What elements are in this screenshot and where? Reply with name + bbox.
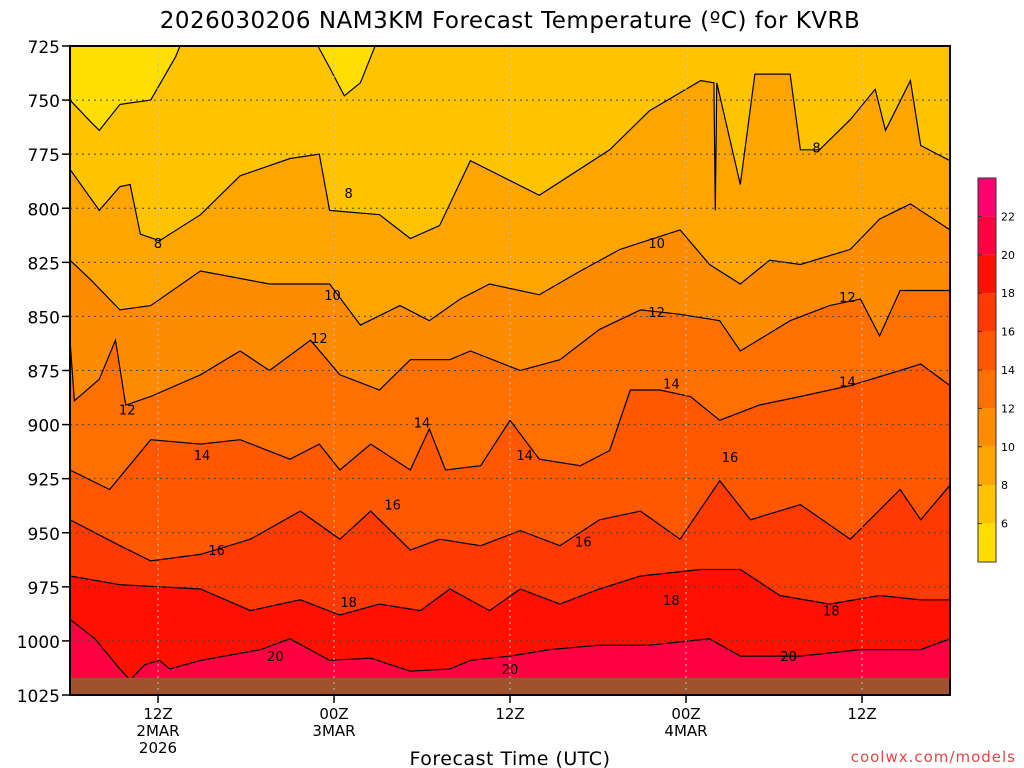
colorbar-swatch xyxy=(978,293,996,332)
isotherm-8-line xyxy=(70,73,950,242)
colorbar-swatch xyxy=(978,331,996,370)
contour-label: 20 xyxy=(780,650,797,665)
y-tick-label: 725 xyxy=(28,38,60,58)
axes: 7257507758008258508759009259509751000102… xyxy=(17,38,951,757)
colorbar-swatch xyxy=(978,523,996,562)
contour-label: 12 xyxy=(648,306,665,321)
contour-label: 10 xyxy=(324,289,341,304)
y-tick-label: 925 xyxy=(28,471,60,491)
y-tick-label: 800 xyxy=(28,200,60,220)
y-tick-label: 850 xyxy=(28,308,60,328)
contour-label: 14 xyxy=(663,377,680,392)
colorbar-label: 8 xyxy=(1001,479,1008,492)
isotherm-12-line xyxy=(70,289,950,406)
contour-label: 14 xyxy=(194,449,211,464)
y-tick-label: 1000 xyxy=(17,633,60,653)
x-axis-label: Forecast Time (UTC) xyxy=(410,748,611,768)
x-tick-label: 3MAR xyxy=(312,722,355,740)
colorbar-label: 22 xyxy=(1001,210,1015,223)
colorbar-swatch xyxy=(978,370,996,409)
contour-label: 12 xyxy=(119,403,136,418)
colorbar-label: 6 xyxy=(1001,518,1008,531)
colorbar-label: 18 xyxy=(1001,287,1015,300)
isotherm-16-line xyxy=(70,479,950,562)
x-tick-label: 12Z xyxy=(847,705,876,723)
colorbar-label: 20 xyxy=(1001,249,1015,262)
colorbar-swatch xyxy=(978,485,996,524)
contour-label: 14 xyxy=(516,449,533,464)
contour-label: 18 xyxy=(823,605,840,620)
isotherm-6-line xyxy=(70,46,950,132)
y-tick-label: 875 xyxy=(28,363,60,383)
y-tick-label: 1025 xyxy=(17,687,60,707)
contour-label: 16 xyxy=(575,535,592,550)
contour-label: 14 xyxy=(414,416,431,431)
y-tick-label: 975 xyxy=(28,579,60,599)
colorbar-label: 14 xyxy=(1001,364,1015,377)
plot-area: 8 8 8 10 10 12 12 12 12 14 14 14 14 14 16 16 16 16 18 18 18 2… xyxy=(70,45,950,696)
contour-label: 8 xyxy=(154,237,162,252)
isotherm-14-line xyxy=(70,363,950,491)
colorbar: 6 8 10 12 14 16 18 20 22 xyxy=(977,177,1015,563)
contour-label: 12 xyxy=(311,332,328,347)
y-tick-label: 950 xyxy=(28,525,60,545)
contour-label: 16 xyxy=(208,544,225,559)
colorbar-label: 16 xyxy=(1001,326,1015,339)
y-tick-label: 775 xyxy=(28,146,60,166)
x-tick-label: 12Z xyxy=(495,705,524,723)
contour-label: 18 xyxy=(340,596,357,611)
x-tick-label: 2026 xyxy=(139,739,177,757)
chart-title: 2026030206 NAM3KM Forecast Temperature (… xyxy=(160,8,861,34)
x-tick-label: 2MAR xyxy=(136,722,179,740)
contour-label: 16 xyxy=(384,499,401,514)
y-tick-label: 900 xyxy=(28,417,60,437)
credit-text: coolwx.com/models xyxy=(851,748,1016,766)
contour-label: 8 xyxy=(345,187,353,202)
colorbar-swatch xyxy=(978,408,996,447)
colorbar-swatch xyxy=(978,178,996,217)
x-tick-label: 00Z xyxy=(671,705,700,723)
y-tick-label: 825 xyxy=(28,254,60,274)
colorbar-swatch xyxy=(978,254,996,294)
colorbar-swatch xyxy=(978,216,996,255)
contour-label: 10 xyxy=(648,237,665,252)
x-tick-label: 4MAR xyxy=(664,722,707,740)
x-tick-label: 12Z xyxy=(143,705,172,723)
colorbar-label: 10 xyxy=(1001,441,1015,454)
contour-label: 12 xyxy=(839,291,856,306)
isotherm-20-line xyxy=(70,618,950,681)
x-tick-label: 00Z xyxy=(319,705,348,723)
temperature-band-20 xyxy=(70,619,950,695)
isotherm-18-line xyxy=(70,568,950,616)
contour-label: 18 xyxy=(663,594,680,609)
contour-label: 16 xyxy=(722,451,739,466)
ground-surface xyxy=(70,677,950,695)
colorbar-label: 12 xyxy=(1001,402,1015,415)
y-tick-label: 750 xyxy=(28,92,60,112)
colorbar-swatch xyxy=(978,446,996,486)
contour-label: 20 xyxy=(267,650,284,665)
contour-label: 8 xyxy=(812,142,820,157)
contour-label: 20 xyxy=(502,663,519,678)
contour-label: 14 xyxy=(839,375,856,390)
